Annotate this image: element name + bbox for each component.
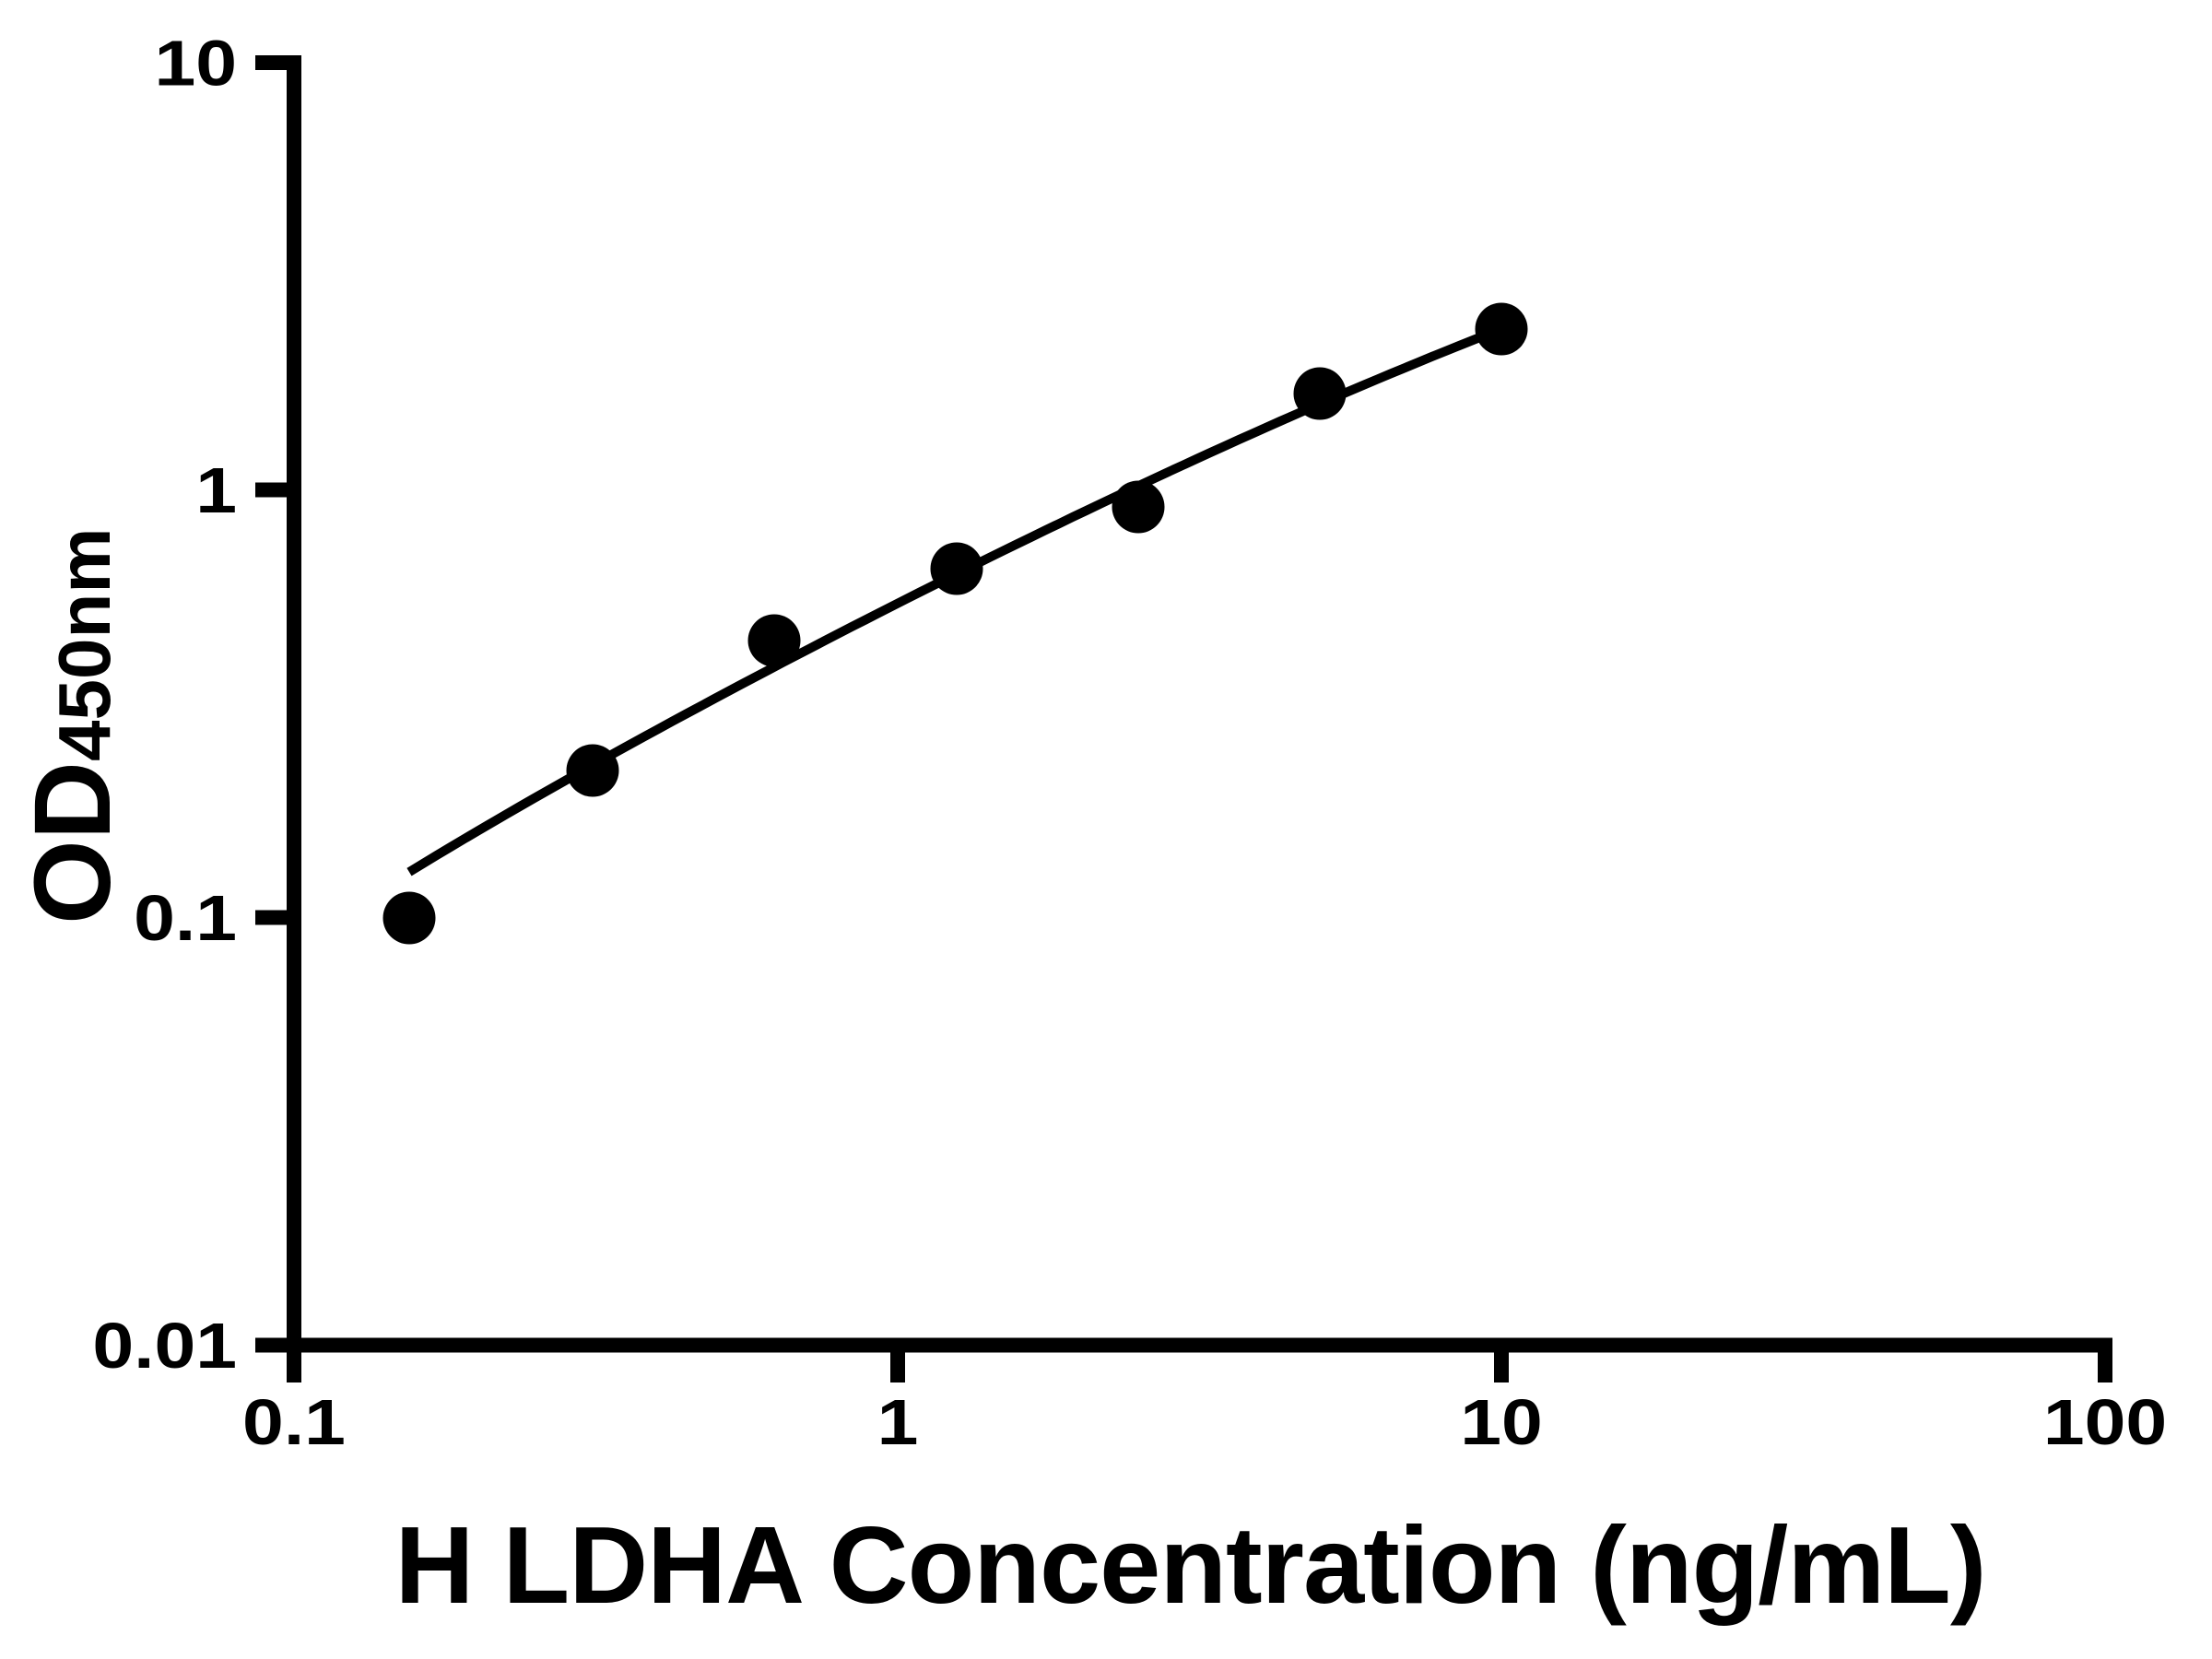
- svg-text:0.1: 0.1: [134, 882, 237, 954]
- svg-text:1: 1: [877, 1386, 919, 1458]
- svg-text:10: 10: [1460, 1386, 1543, 1458]
- svg-text:100: 100: [2043, 1386, 2167, 1458]
- svg-text:0.1: 0.1: [242, 1386, 346, 1458]
- svg-text:1: 1: [195, 454, 237, 526]
- svg-text:10: 10: [154, 27, 237, 99]
- svg-text:H LDHA Concentration (ng/mL): H LDHA Concentration (ng/mL): [395, 1504, 1986, 1627]
- svg-text:0.01: 0.01: [92, 1310, 237, 1382]
